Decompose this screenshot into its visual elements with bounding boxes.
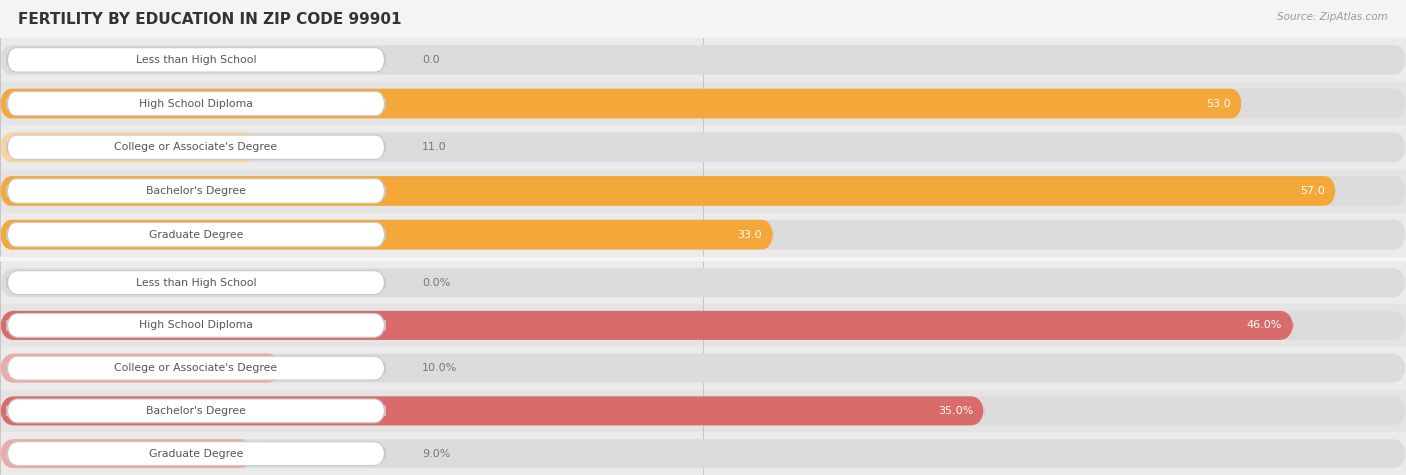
FancyBboxPatch shape	[0, 390, 1406, 432]
Text: 0.0: 0.0	[422, 55, 440, 65]
Text: Graduate Degree: Graduate Degree	[149, 229, 243, 240]
FancyBboxPatch shape	[0, 220, 1406, 249]
FancyBboxPatch shape	[0, 304, 1406, 347]
FancyBboxPatch shape	[7, 442, 385, 465]
Text: College or Associate's Degree: College or Associate's Degree	[114, 142, 277, 152]
FancyBboxPatch shape	[7, 222, 385, 247]
FancyBboxPatch shape	[0, 220, 773, 249]
Text: High School Diploma: High School Diploma	[139, 320, 253, 331]
Text: 11.0: 11.0	[422, 142, 447, 152]
FancyBboxPatch shape	[0, 45, 1406, 75]
Text: 35.0%: 35.0%	[938, 406, 973, 416]
FancyBboxPatch shape	[0, 213, 1406, 256]
FancyBboxPatch shape	[0, 432, 1406, 475]
FancyBboxPatch shape	[7, 271, 385, 294]
Text: Less than High School: Less than High School	[136, 277, 256, 288]
Text: Bachelor's Degree: Bachelor's Degree	[146, 406, 246, 416]
Text: 53.0: 53.0	[1206, 98, 1230, 109]
Text: 46.0%: 46.0%	[1247, 320, 1282, 331]
FancyBboxPatch shape	[0, 133, 257, 162]
Text: Bachelor's Degree: Bachelor's Degree	[146, 186, 246, 196]
FancyBboxPatch shape	[0, 268, 1406, 297]
FancyBboxPatch shape	[0, 169, 1406, 213]
Text: FERTILITY BY EDUCATION IN ZIP CODE 99901: FERTILITY BY EDUCATION IN ZIP CODE 99901	[18, 12, 402, 27]
Text: 57.0: 57.0	[1299, 186, 1324, 196]
Text: Less than High School: Less than High School	[136, 55, 256, 65]
FancyBboxPatch shape	[0, 353, 1406, 383]
FancyBboxPatch shape	[0, 396, 984, 426]
FancyBboxPatch shape	[0, 176, 1406, 206]
Text: 0.0%: 0.0%	[422, 277, 450, 288]
Text: High School Diploma: High School Diploma	[139, 98, 253, 109]
FancyBboxPatch shape	[0, 125, 1406, 169]
Text: 33.0: 33.0	[737, 229, 762, 240]
Text: College or Associate's Degree: College or Associate's Degree	[114, 363, 277, 373]
FancyBboxPatch shape	[0, 261, 1406, 304]
FancyBboxPatch shape	[7, 314, 385, 337]
FancyBboxPatch shape	[0, 89, 1241, 118]
FancyBboxPatch shape	[0, 396, 1406, 426]
Text: 10.0%: 10.0%	[422, 363, 457, 373]
FancyBboxPatch shape	[0, 311, 1406, 340]
FancyBboxPatch shape	[7, 135, 385, 160]
Text: Source: ZipAtlas.com: Source: ZipAtlas.com	[1277, 12, 1388, 22]
FancyBboxPatch shape	[0, 439, 253, 468]
Text: 9.0%: 9.0%	[422, 448, 450, 459]
FancyBboxPatch shape	[0, 353, 281, 383]
FancyBboxPatch shape	[7, 48, 385, 72]
FancyBboxPatch shape	[0, 439, 1406, 468]
FancyBboxPatch shape	[0, 347, 1406, 390]
FancyBboxPatch shape	[0, 38, 1406, 82]
FancyBboxPatch shape	[7, 91, 385, 116]
FancyBboxPatch shape	[0, 89, 1406, 118]
FancyBboxPatch shape	[7, 179, 385, 203]
FancyBboxPatch shape	[7, 356, 385, 380]
Text: Graduate Degree: Graduate Degree	[149, 448, 243, 459]
FancyBboxPatch shape	[0, 133, 1406, 162]
FancyBboxPatch shape	[0, 311, 1294, 340]
FancyBboxPatch shape	[0, 176, 1336, 206]
FancyBboxPatch shape	[7, 399, 385, 423]
FancyBboxPatch shape	[0, 82, 1406, 125]
